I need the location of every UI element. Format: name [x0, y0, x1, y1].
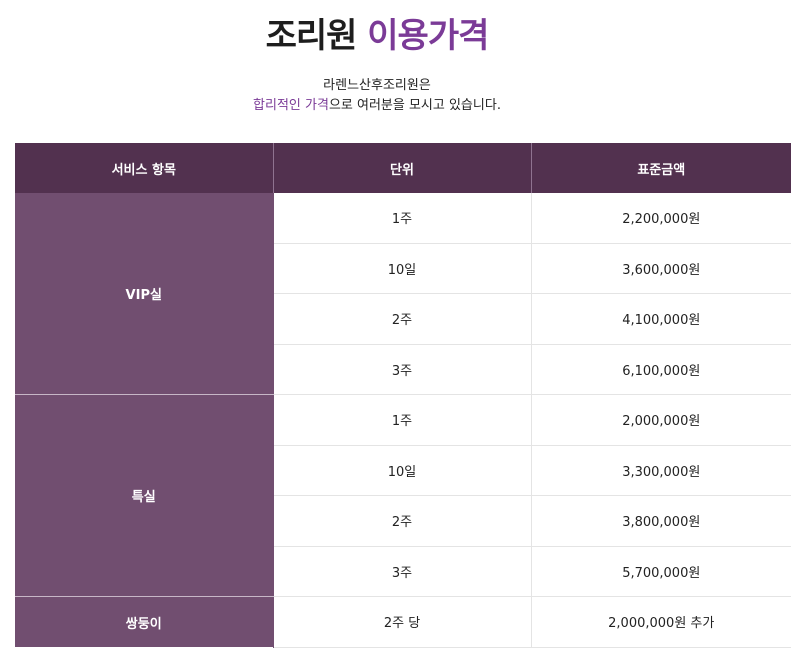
price-table: 서비스 항목 단위 표준금액 VIP실 1주 2,200,000원 10일 3,… [15, 143, 791, 648]
table-row: VIP실 1주 2,200,000원 [15, 193, 791, 395]
price-cell: 4,100,000원 [531, 293, 791, 345]
price-cell: 2,000,000원 [531, 394, 791, 446]
price-cell: 2,200,000원 [531, 193, 791, 244]
unit-cell: 2주 [273, 293, 532, 345]
title-accent: 이용가격 [367, 16, 489, 56]
price-cell: 5,700,000원 [531, 546, 791, 597]
table-row: 2주 3,800,000원 [15, 495, 791, 547]
table-row: 특실 1주 2,000,000원 [15, 394, 791, 597]
title-main: 조리원 [265, 16, 368, 56]
table-row: 2주 4,100,000원 [15, 293, 791, 345]
unit-cell: 3주 [273, 344, 532, 395]
table-row: 3주 6,100,000원 [15, 344, 791, 395]
subtitle-rest: 으로 여러분을 모시고 있습니다. [328, 98, 501, 113]
category-cell-special: 특실 [15, 394, 274, 597]
table-header-row: 서비스 항목 단위 표준금액 [15, 143, 791, 193]
unit-cell: 2주 당 [273, 596, 532, 648]
category-cell-vip: VIP실 [15, 193, 274, 395]
price-cell: 3,600,000원 [531, 243, 791, 294]
subtitle-highlight: 합리적인 가격 [253, 98, 329, 113]
price-cell: 3,800,000원 [531, 495, 791, 547]
category-cell-twins: 쌍둥이 [15, 596, 274, 647]
header-unit: 단위 [273, 143, 532, 193]
unit-cell: 1주 [273, 193, 532, 244]
price-cell: 3,300,000원 [531, 445, 791, 496]
unit-cell: 2주 [273, 495, 532, 547]
page-title: 조리원 이용가격 [0, 8, 754, 57]
subtitle-line-2: 합리적인 가격으로 여러분을 모시고 있습니다. [0, 96, 754, 116]
header-standard-price: 표준금액 [531, 143, 791, 193]
table-row: 10일 3,300,000원 [15, 445, 791, 496]
table-row: 10일 3,600,000원 [15, 243, 791, 294]
table-row: 쌍둥이 2주 당 2,000,000원 추가 [15, 596, 791, 648]
unit-cell: 1주 [273, 394, 532, 446]
price-cell: 2,000,000원 추가 [531, 596, 791, 648]
price-cell: 6,100,000원 [531, 344, 791, 395]
unit-cell: 3주 [273, 546, 532, 597]
table-row: 3주 5,700,000원 [15, 546, 791, 597]
unit-cell: 10일 [273, 445, 532, 496]
page-subtitle: 라렌느산후조리원은 합리적인 가격으로 여러분을 모시고 있습니다. [0, 76, 754, 116]
header-service-item: 서비스 항목 [15, 143, 274, 193]
unit-cell: 10일 [273, 243, 532, 294]
subtitle-line-1: 라렌느산후조리원은 [323, 78, 431, 93]
